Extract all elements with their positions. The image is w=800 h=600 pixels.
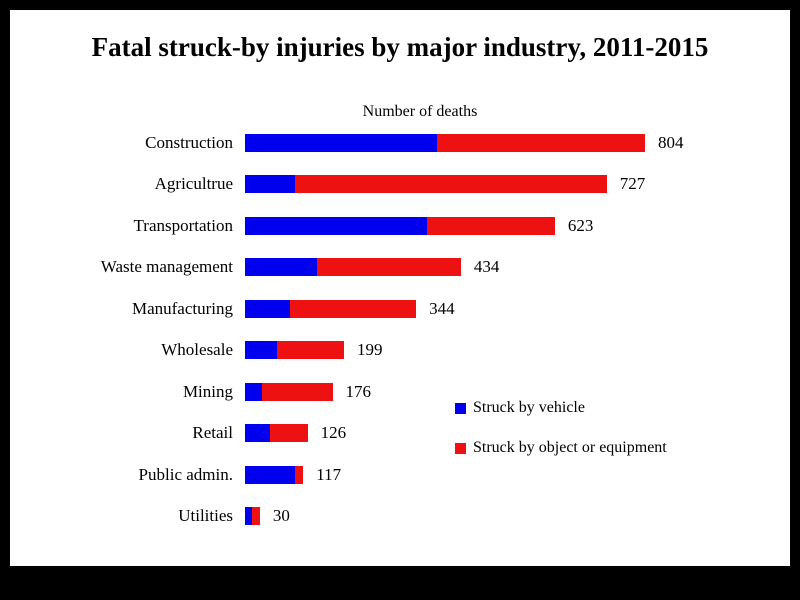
category-label: Public admin.: [138, 464, 233, 484]
value-label: 126: [320, 423, 347, 443]
bar-row: Retail 126: [10, 413, 790, 455]
bar-segment: [289, 299, 417, 318]
value-label: 344: [429, 298, 455, 318]
bar-segment: [245, 424, 270, 443]
stacked-bar: [245, 216, 555, 235]
bar-segment: [245, 465, 295, 484]
stacked-bar: [245, 382, 333, 401]
bar-row: Public admin. 117: [10, 454, 790, 496]
legend-swatch-object: [455, 442, 466, 454]
category-label: Wholesale: [161, 340, 233, 360]
legend-item-vehicle: Struck by vehicle: [455, 398, 667, 418]
bar-row: Manufacturing 344: [10, 288, 790, 330]
category-label: Retail: [192, 423, 233, 443]
category-label: Transportation: [133, 215, 234, 235]
legend-swatch-vehicle: [455, 402, 466, 414]
bar-segment: [245, 299, 290, 318]
bar-segment: [262, 382, 333, 401]
stacked-bar: [245, 133, 645, 152]
value-label: 30: [272, 506, 290, 526]
bar-row: Mining 176: [10, 371, 790, 413]
bar-segment: [269, 424, 308, 443]
stacked-bar: [245, 507, 260, 526]
value-label: 199: [356, 340, 383, 360]
stacked-bar: [245, 258, 461, 277]
stacked-bar: [245, 299, 417, 318]
bar-rows: Construction 804 Agricultrue 727 Transportat…: [10, 122, 790, 537]
bar-row: Wholesale 199: [10, 330, 790, 372]
bar-segment: [277, 341, 344, 360]
category-label: Waste management: [100, 257, 233, 277]
stacked-bar: [245, 175, 607, 194]
bar-segment: [294, 465, 304, 484]
bar-row: Construction 804: [10, 122, 790, 164]
value-label: 176: [345, 381, 372, 401]
bar-segment: [245, 258, 318, 277]
value-label: 434: [473, 257, 500, 277]
chart-title: Fatal struck-by injuries by major indust…: [91, 32, 709, 62]
category-label: Mining: [182, 381, 233, 401]
bar-segment: [245, 133, 437, 152]
value-label: 623: [567, 215, 594, 235]
legend-item-object: Struck by object or equipment: [455, 438, 667, 458]
bar-segment: [245, 382, 263, 401]
bar-segment: [245, 507, 252, 526]
bar-row: Waste management 434: [10, 247, 790, 289]
bar-row: Transportation 623: [10, 205, 790, 247]
bar-segment: [251, 507, 260, 526]
stacked-bar: [245, 424, 308, 443]
stacked-bar: [245, 341, 344, 360]
bar-segment: [245, 341, 278, 360]
legend: Struck by vehicle Struck by object or eq…: [455, 398, 667, 478]
bar-segment: [245, 175, 295, 194]
stacked-bar: [245, 465, 304, 484]
category-label: Manufacturing: [131, 298, 233, 318]
legend-label-vehicle: Struck by vehicle: [473, 399, 585, 416]
bar-segment: [317, 258, 461, 277]
value-label: 804: [657, 132, 684, 152]
category-label: Utilities: [178, 506, 233, 526]
slide-canvas: Fatal struck-by injuries by major indust…: [10, 10, 790, 566]
category-label: Agricultrue: [154, 174, 233, 194]
legend-label-object: Struck by object or equipment: [473, 439, 667, 456]
bar-row: Utilities 30: [10, 496, 790, 538]
bar-segment: [426, 216, 555, 235]
bar-segment: [436, 133, 645, 152]
bar-row: Agricultrue 727: [10, 164, 790, 206]
bar-segment: [245, 216, 427, 235]
value-label: 727: [619, 174, 646, 194]
axis-note: Number of deaths: [362, 103, 478, 120]
bar-segment: [294, 175, 607, 194]
category-label: Construction: [145, 132, 233, 152]
value-label: 117: [316, 464, 342, 484]
